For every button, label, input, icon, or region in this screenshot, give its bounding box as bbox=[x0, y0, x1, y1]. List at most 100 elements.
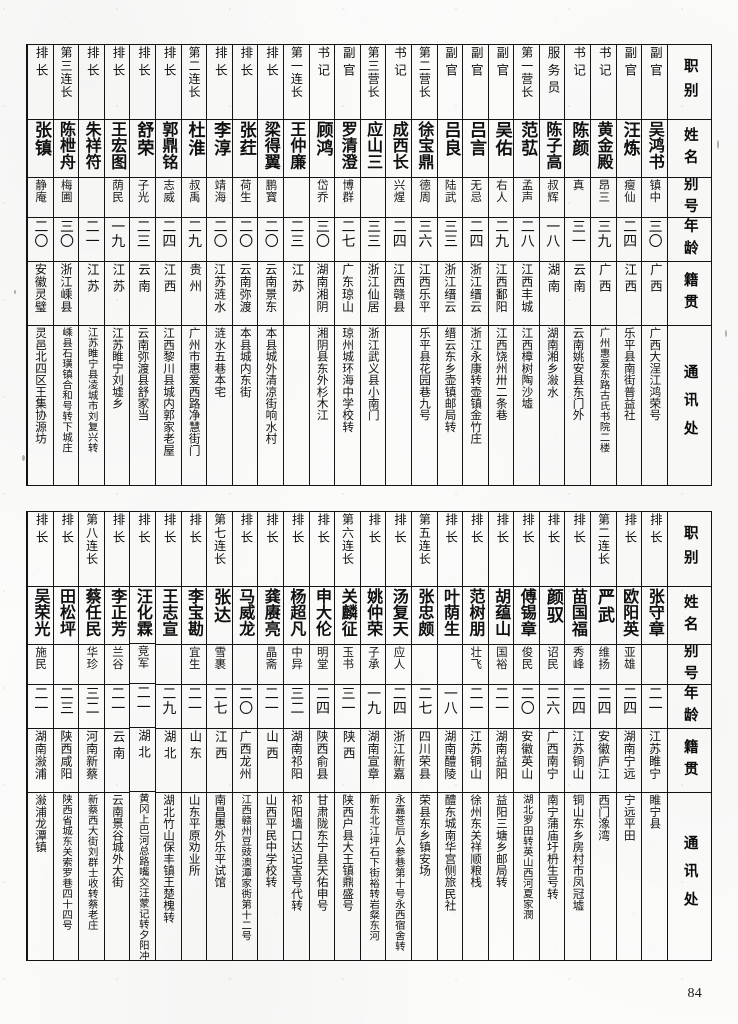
value-name: 王宏图 bbox=[108, 121, 128, 170]
cell-role: 第五连长 bbox=[412, 512, 437, 586]
roster-column-严武[interactable]: 第二连长 严武 维扬 二四 安徽庐江 西门潒湾 bbox=[590, 512, 616, 960]
roster-column-李淳[interactable]: 排长 李淳 靖海 二〇 江苏涟水 涟水五巷本宅 bbox=[206, 45, 232, 485]
cell-alias: 岱乔 bbox=[309, 177, 335, 217]
value-address: 江西饶州卅二条巷 bbox=[494, 327, 509, 421]
value-name: 舒荣 bbox=[133, 121, 154, 158]
roster-column-陈颜[interactable]: 书记 陈颜真三一 云南 云南姚安县东门外 bbox=[564, 45, 591, 485]
roster-column-苗国福[interactable]: 排长 苗国福 秀峰 二四 江苏铜山 铜山东乡房村市凤冠墟 bbox=[564, 512, 591, 960]
value-origin: 云南景东 bbox=[263, 263, 278, 313]
cell-name: 张镇 bbox=[28, 119, 53, 177]
roster-column-关麟征[interactable]: 第六连长 关麟征 玉书 三一 陕西 陕西户县大王镇鼎盛号 bbox=[334, 512, 360, 960]
roster-column-胡蕴山[interactable]: 排长 胡蕴山 国裕 二一 湖南益阳 益阳三塘乡邮局转 bbox=[487, 512, 514, 960]
value-origin: 四川荣县 bbox=[417, 730, 432, 780]
value-role: 排长 bbox=[468, 513, 484, 548]
roster-column-吕言[interactable]: 副官 吕言 无忌 二四 浙江缙云 浙江永康转壶镇金竹庄 bbox=[462, 45, 488, 485]
roster-column-张荭[interactable]: 排长 张荭 荷生 二〇 云南弥渡 本县城内东街 bbox=[231, 45, 258, 485]
roster-column-成西长[interactable]: 书记 成西长 兴煋 二四 江西赣县 bbox=[385, 45, 411, 485]
cell-name: 王志宣 bbox=[155, 586, 181, 644]
cell-origin: 云南 bbox=[130, 261, 155, 325]
roster-column-马威龙[interactable]: 排长 马威龙 二〇 广西龙州 江西赣州豆豉澳潭家衖第十二号 bbox=[231, 512, 258, 960]
roster-column-汤复天[interactable]: 排长 汤复天 应人 二四 浙江新嘉 永嘉苍后人参巷第十号永西宿舍转 bbox=[385, 512, 411, 960]
cell-address: 醴东城南华宫侧旅民社 bbox=[437, 792, 463, 960]
roster-column-顾鸿[interactable]: 书记 顾鸿 岱乔 三〇 湖南湘阴 湘阴县东外杉木江 bbox=[308, 45, 335, 485]
roster-column-姚仲荣[interactable]: 排长 姚仲荣 子承 一九 湖南宣章 新东北江坪石下街裕转岩粲东河 bbox=[359, 512, 386, 960]
value-name: 顾鸿 bbox=[312, 121, 333, 158]
cell-age: 三三 bbox=[437, 217, 463, 261]
value-age: 二四 bbox=[313, 686, 330, 716]
roster-column-陈子高[interactable]: 服务员 陈子高 叔辉 一八 湖南 湖南湘乡潊水 bbox=[538, 45, 565, 485]
roster-column-杨超凡[interactable]: 排长 杨超凡 中异 三二 湖南祁阳 祁阳墙口达记宝号代转 bbox=[282, 512, 309, 960]
roster-column-朱祥符[interactable]: 排长 朱祥符 二一 江苏 江苏睢宁县凌城市刘复兴转 bbox=[78, 45, 104, 485]
roster-column-舒荣[interactable]: 排长 舒荣 子光 二三 云南 云南弥渡县舒家当 bbox=[129, 45, 155, 485]
roster-column-吴鸿书[interactable]: 副官 吴鸿书 镇中 三〇 广西 广西大浧江鸿荣号 bbox=[641, 45, 667, 485]
value-name: 傅锡章 bbox=[517, 588, 537, 637]
cell-address: 睢宁县 bbox=[642, 792, 667, 960]
roster-column-汪炼[interactable]: 副官 汪炼 瘦仙 二四 江西 乐平县南街普益社 bbox=[615, 45, 642, 485]
value-origin: 湖南宣章 bbox=[366, 730, 381, 780]
value-role: 第五连长 bbox=[417, 513, 432, 566]
roster-column-吴荣光[interactable]: 排长 吴荣光 施民 二一 湖南潊浦 潊浦龙潭镇 bbox=[27, 512, 53, 960]
cell-alias: 俊民 bbox=[514, 644, 539, 684]
roster-column-颜驭[interactable]: 排长 颜驭 诏民 二六 广西南宁 南宁蒲庙圩枬生号转 bbox=[538, 512, 565, 960]
roster-column-吕良[interactable]: 副官 吕良 陆武 三三 浙江缙云 缙云东乡壶镇邮局转 bbox=[436, 45, 463, 485]
roster-column-应山三[interactable]: 第三营长 应山三 三三 浙江仙居 浙江武义县小南门 bbox=[359, 45, 386, 485]
roster-column-黄金殿[interactable]: 书记 黄金殿 昂三 三九 广西 广州惠爱东路古氏书院二楼 bbox=[590, 45, 616, 485]
cell-address: 陕西户县大王镇鼎盛号 bbox=[335, 792, 360, 960]
roster-column-王仲廉[interactable]: 第一连长 王仲廉 二三 江苏 bbox=[282, 45, 309, 485]
value-age: 二一 bbox=[185, 686, 202, 716]
roster-column-范苰[interactable]: 第一营长 范苰 孟声 二八 江西丰城 江西樟树陶沙墟 bbox=[513, 45, 539, 485]
roster-column-徐宝鼎[interactable]: 第二营长 徐宝鼎 德周 三六 江西乐平 乐平县花园巷九号 bbox=[410, 45, 437, 485]
roster-column-张达[interactable]: 第七连长 张达 雪裹 二七 江西 南昌惠外乐平试馆 bbox=[206, 512, 232, 960]
roster-column-范树朋[interactable]: 排长 范树朋 壮飞 二一 江苏铜山 徐州东关祥顺粮栈 bbox=[462, 512, 488, 960]
roster-column-罗清澄[interactable]: 副官 罗清澄 博群 二七 广东琼山 琼州城环海中学校转 bbox=[334, 45, 360, 485]
cell-age: 二〇 bbox=[28, 217, 53, 261]
row-label-role: 职别 bbox=[681, 57, 699, 108]
roster-column-郭鼎铭[interactable]: 排长 郭鼎铭 志威 二四 江西 江西黎川县城内郭家老屋 bbox=[154, 45, 181, 485]
cell-age: 二一 bbox=[104, 684, 130, 728]
cell-origin: 贵州 bbox=[181, 261, 207, 325]
roster-column-蔡任民[interactable]: 第八连长 蔡任民 华珍 三二 河南新蔡 新蔡西大街刘群士收转蔡老庄 bbox=[78, 512, 104, 960]
cell-name: 颜驭 bbox=[539, 586, 565, 644]
cell-origin: 云南 bbox=[565, 261, 591, 325]
roster-column-田松坪[interactable]: 排长 田松坪 二三 陕西咸阳 陕西省城东关索罗巷四十四号 bbox=[52, 512, 79, 960]
value-address: 涟水五巷本宅 bbox=[213, 327, 228, 398]
cell-address: 湘阴县东外杉木江 bbox=[309, 325, 335, 485]
value-origin: 江苏 bbox=[84, 263, 100, 296]
cell-alias: 兰谷 bbox=[104, 644, 130, 684]
roster-column-张守章[interactable]: 排长 张守章 二一 江苏睢宁 睢宁县 bbox=[641, 512, 667, 960]
cell-age: 二六 bbox=[539, 684, 565, 728]
roster-column-申大伦[interactable]: 排长 申大伦 明堂 二四 陕西俞县 甘肃陇东宁县天佑申号 bbox=[308, 512, 335, 960]
row-label-alias: 别号 bbox=[681, 644, 699, 684]
cell-age: 二一 bbox=[642, 684, 667, 728]
value-age: 二三 bbox=[58, 686, 75, 716]
cell-alias: 荫民 bbox=[104, 177, 130, 217]
cell-address: 湖北竹山保丰镇王楚槐转 bbox=[155, 792, 181, 960]
roster-column-张忠颇[interactable]: 第五连长 张忠颇 二七 四川荣县 荣县东乡镇安场 bbox=[410, 512, 437, 960]
cell-name: 陈枻舟 bbox=[53, 119, 79, 177]
value-age: 三二 bbox=[288, 686, 305, 716]
cell-role: 排长 bbox=[565, 512, 590, 586]
roster-column-李宝勘[interactable]: 排长 李宝勘 宜生 二一 山东 山东平原劝业所 bbox=[180, 512, 207, 960]
roster-column-吴佑[interactable]: 副官 吴佑 右人 二九 江西鄱阳 江西饶州卅二条巷 bbox=[487, 45, 514, 485]
cell-age: 三一 bbox=[565, 217, 591, 261]
roster-column-傅锡章[interactable]: 排长 傅锡章 俊民 二〇 安徽英山 湖北罗田转英山西河夏家潣 bbox=[513, 512, 539, 960]
roster-column-梁得翼[interactable]: 排长 梁得翼 鹏寳 二〇 云南景东 本县城外清凉街响水村 bbox=[257, 45, 283, 485]
cell-role: 排长 bbox=[310, 512, 335, 586]
value-age: 二一 bbox=[493, 686, 510, 716]
roster-column-王志宣[interactable]: 排长 王志宣 二九 湖北 湖北竹山保丰镇王楚槐转 bbox=[154, 512, 181, 960]
roster-column-李正芳[interactable]: 排长 李正芳 兰谷 二一 云南 云南景谷城外大街 bbox=[103, 512, 130, 960]
value-alias: 兴煋 bbox=[392, 179, 407, 203]
roster-column-欧阳英[interactable]: 排长 欧阳英 亚雄 二四 湖南宁远 宁远平田 bbox=[615, 512, 642, 960]
roster-column-龚赓亮[interactable]: 排长 龚赓亮 晶斋 二一 山西 山西平民中学校转 bbox=[257, 512, 283, 960]
value-address: 睢宁县 bbox=[648, 794, 663, 830]
roster-column-陈枻舟[interactable]: 第三连长 陈枻舟 梅圃 三〇 浙江嵊县 嵊县石璜镇合和号转下城庄 bbox=[52, 45, 79, 485]
roster-column-杜淮[interactable]: 第二连长 杜淮 叔禹 二九 贵州 广州市惠爱西路净慧街门 bbox=[180, 45, 207, 485]
cell-role: 排长 bbox=[130, 45, 155, 119]
cell-age: 二四 bbox=[463, 217, 488, 261]
cell-address: 江西樟树陶沙墟 bbox=[514, 325, 539, 485]
roster-column-王宏图[interactable]: 排长 王宏图 荫民 一九 江苏 江苏睢宁刘墟乡 bbox=[103, 45, 130, 485]
value-address: 醴东城南华宫侧旅民社 bbox=[443, 794, 458, 912]
roster-column-张镇[interactable]: 排长 张镇 静庵 二〇 安徽灵璧 灵邑北四区王集协源坊 bbox=[27, 45, 53, 485]
roster-column-汪化霖[interactable]: 排长 汪化霖 竞军 二一 湖北 黄冈上巴河总路嘴交汪蒙记转夕阳冲 bbox=[129, 512, 155, 960]
roster-column-叶荫生[interactable]: 排长 叶荫生 一八 湖南醴陵 醴东城南华宫侧旅民社 bbox=[436, 512, 463, 960]
